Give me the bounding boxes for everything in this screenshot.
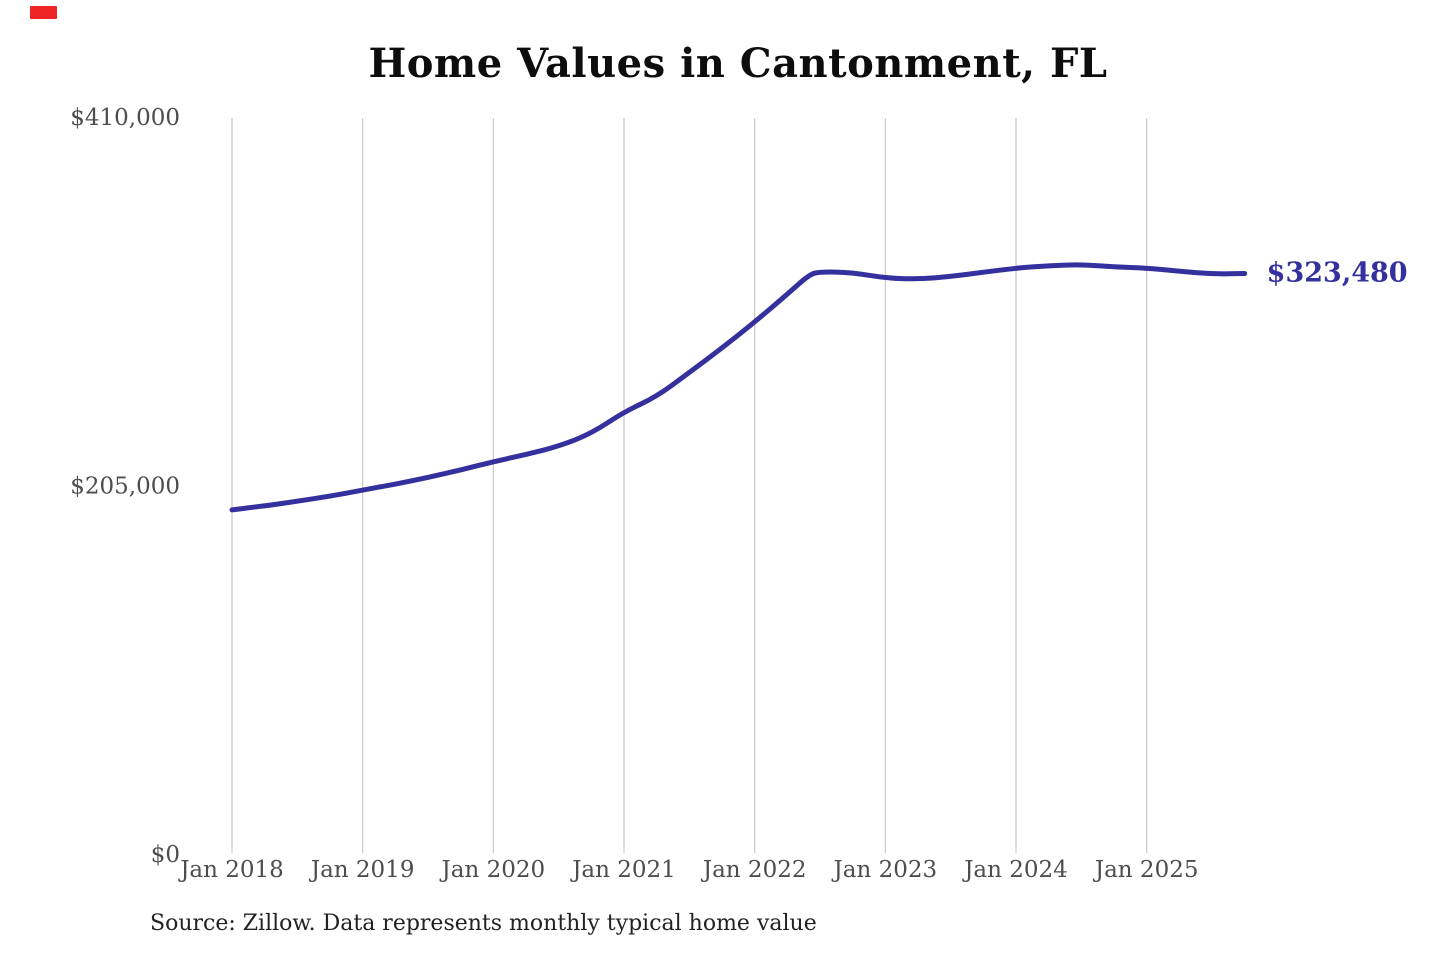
x-tick-label: Jan 2025 (1093, 857, 1199, 883)
chart-title: Home Values in Cantonment, FL (368, 40, 1108, 87)
x-tick-label: Jan 2018 (178, 857, 284, 883)
recording-indicator (30, 6, 57, 19)
source-note: Source: Zillow. Data represents monthly … (150, 911, 817, 936)
y-tick-label: $410,000 (70, 105, 180, 131)
x-tick-label: Jan 2022 (701, 857, 807, 883)
value-line (229, 262, 1248, 513)
x-tick-label: Jan 2024 (962, 857, 1068, 883)
y-tick-label: $205,000 (70, 474, 180, 500)
x-tick-label: Jan 2019 (309, 857, 415, 883)
current-value-label: $323,480 (1267, 258, 1408, 289)
y-tick-label: $0 (151, 842, 180, 868)
x-tick-label: Jan 2020 (440, 857, 546, 883)
x-tick-label: Jan 2023 (832, 857, 938, 883)
x-tick-label: Jan 2021 (570, 857, 676, 883)
